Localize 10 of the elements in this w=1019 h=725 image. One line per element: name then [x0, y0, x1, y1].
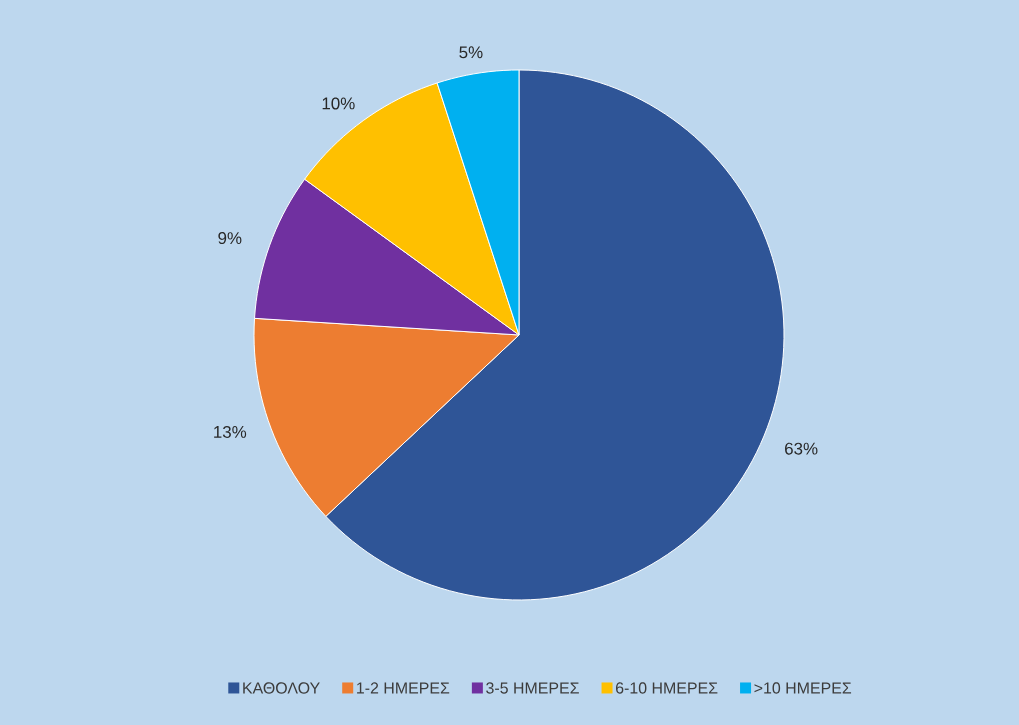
data-label: 63%: [785, 442, 818, 455]
data-label: 5%: [459, 46, 483, 59]
data-label: 9%: [218, 232, 242, 245]
data-label: 10%: [322, 97, 355, 110]
legend-label: 1-2 ΗΜΕΡΕΣ: [357, 682, 450, 694]
data-label: 13%: [214, 425, 247, 438]
legend-label: >10 ΗΜΕΡΕΣ: [754, 682, 852, 694]
legend-label: ΚΑΘΟΛΟΥ: [243, 682, 320, 694]
legend-label: 6-10 ΗΜΕΡΕΣ: [616, 682, 718, 694]
legend-label: 3-5 ΗΜΕΡΕΣ: [486, 682, 579, 694]
